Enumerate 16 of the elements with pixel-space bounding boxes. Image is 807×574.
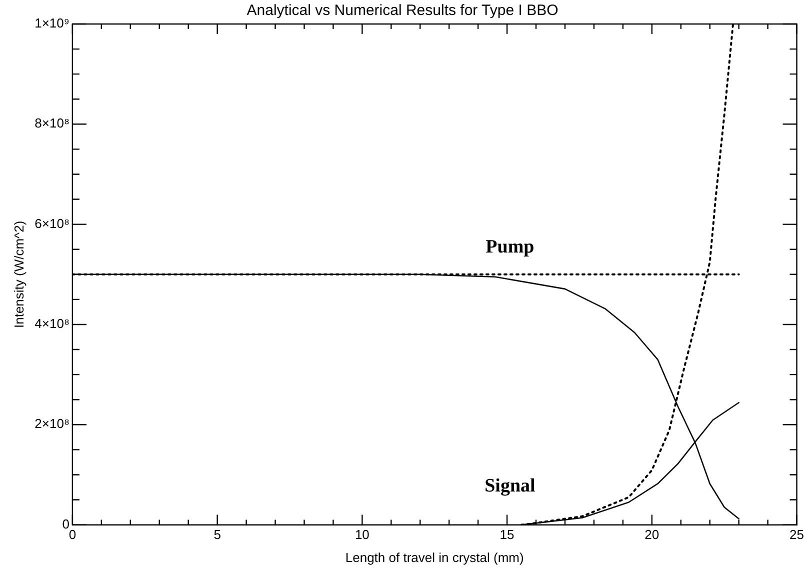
x-tick-label: 10	[354, 527, 370, 542]
y-tick-label: 4×10⁸	[34, 316, 70, 332]
x-axis-title: Length of travel in crystal (mm)	[345, 550, 524, 565]
y-tick-label: 1×10⁹	[34, 16, 70, 31]
y-tick-label: 0	[62, 516, 70, 532]
annotation: Signal	[484, 476, 536, 497]
x-tick-label: 25	[790, 527, 804, 542]
annotation: Pump	[486, 236, 534, 258]
y-tick-label: 2×10⁸	[34, 416, 70, 432]
x-tick-label: 20	[644, 527, 660, 542]
y-tick-label: 8×10⁸	[34, 116, 70, 131]
chart-title: Analytical vs Numerical Results for Type I BBO	[246, 2, 558, 20]
y-axis-title: Intensity (W/cm^2)	[11, 220, 26, 328]
x-tick-label: 15	[500, 527, 514, 542]
y-tick-label: 6×10⁸	[34, 216, 70, 231]
x-tick-label: 5	[214, 527, 221, 542]
